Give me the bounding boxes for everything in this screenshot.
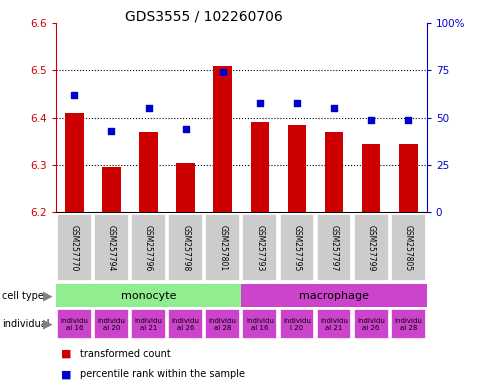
Text: ■: ■	[60, 369, 75, 379]
Text: individu
al 20: individu al 20	[97, 318, 125, 331]
Point	[292, 99, 300, 106]
Bar	[353, 309, 388, 339]
Text: individu
al 16: individu al 16	[60, 318, 88, 331]
Bar	[57, 309, 91, 339]
Bar	[131, 215, 166, 281]
Text: ▶: ▶	[43, 290, 52, 302]
Bar	[390, 309, 425, 339]
Bar	[279, 309, 314, 339]
Point	[107, 128, 115, 134]
Bar	[361, 144, 379, 212]
Bar	[242, 309, 277, 339]
Bar	[102, 167, 121, 212]
Bar	[168, 215, 203, 281]
Bar	[205, 215, 240, 281]
Text: individual: individual	[2, 319, 50, 329]
Text: GSM257801: GSM257801	[218, 225, 227, 271]
Bar	[324, 132, 343, 212]
Point	[144, 105, 152, 111]
Bar	[398, 144, 417, 212]
Text: GSM257794: GSM257794	[106, 225, 116, 271]
Bar	[241, 285, 426, 307]
Text: GSM257795: GSM257795	[292, 225, 301, 271]
Text: GSM257805: GSM257805	[403, 225, 412, 271]
Point	[330, 105, 337, 111]
Bar	[94, 215, 129, 281]
Text: ■: ■	[60, 349, 75, 359]
Point	[256, 99, 263, 106]
Text: GSM257770: GSM257770	[70, 225, 79, 271]
Bar	[353, 215, 388, 281]
Text: individu
al 21: individu al 21	[319, 318, 347, 331]
Text: percentile rank within the sample: percentile rank within the sample	[80, 369, 244, 379]
Text: cell type: cell type	[2, 291, 44, 301]
Bar	[250, 122, 269, 212]
Bar	[57, 215, 91, 281]
Bar	[316, 215, 351, 281]
Bar	[390, 215, 425, 281]
Text: GSM257796: GSM257796	[144, 225, 153, 271]
Point	[404, 116, 411, 122]
Point	[70, 92, 78, 98]
Text: GDS3555 / 102260706: GDS3555 / 102260706	[124, 10, 282, 23]
Text: individu
al 28: individu al 28	[209, 318, 236, 331]
Text: individu
al 16: individu al 16	[245, 318, 273, 331]
Text: ▶: ▶	[43, 318, 52, 331]
Bar	[316, 309, 351, 339]
Bar	[242, 215, 277, 281]
Text: transformed count: transformed count	[80, 349, 170, 359]
Text: GSM257799: GSM257799	[366, 225, 375, 271]
Text: monocyte: monocyte	[121, 291, 176, 301]
Bar	[205, 309, 240, 339]
Text: macrophage: macrophage	[299, 291, 368, 301]
Text: individu
al 26: individu al 26	[171, 318, 199, 331]
Bar	[94, 309, 129, 339]
Bar	[131, 309, 166, 339]
Point	[218, 69, 226, 75]
Bar	[65, 113, 83, 212]
Bar	[139, 132, 157, 212]
Text: GSM257793: GSM257793	[255, 225, 264, 271]
Bar	[176, 163, 195, 212]
Text: individu
al 26: individu al 26	[357, 318, 384, 331]
Point	[182, 126, 189, 132]
Bar	[56, 285, 241, 307]
Bar	[168, 309, 203, 339]
Text: GSM257798: GSM257798	[181, 225, 190, 271]
Bar	[287, 125, 305, 212]
Bar	[279, 215, 314, 281]
Text: individu
al 28: individu al 28	[393, 318, 421, 331]
Point	[366, 116, 374, 122]
Text: individu
al 21: individu al 21	[135, 318, 162, 331]
Text: individu
l 20: individu l 20	[283, 318, 310, 331]
Text: GSM257797: GSM257797	[329, 225, 338, 271]
Bar	[213, 66, 231, 212]
